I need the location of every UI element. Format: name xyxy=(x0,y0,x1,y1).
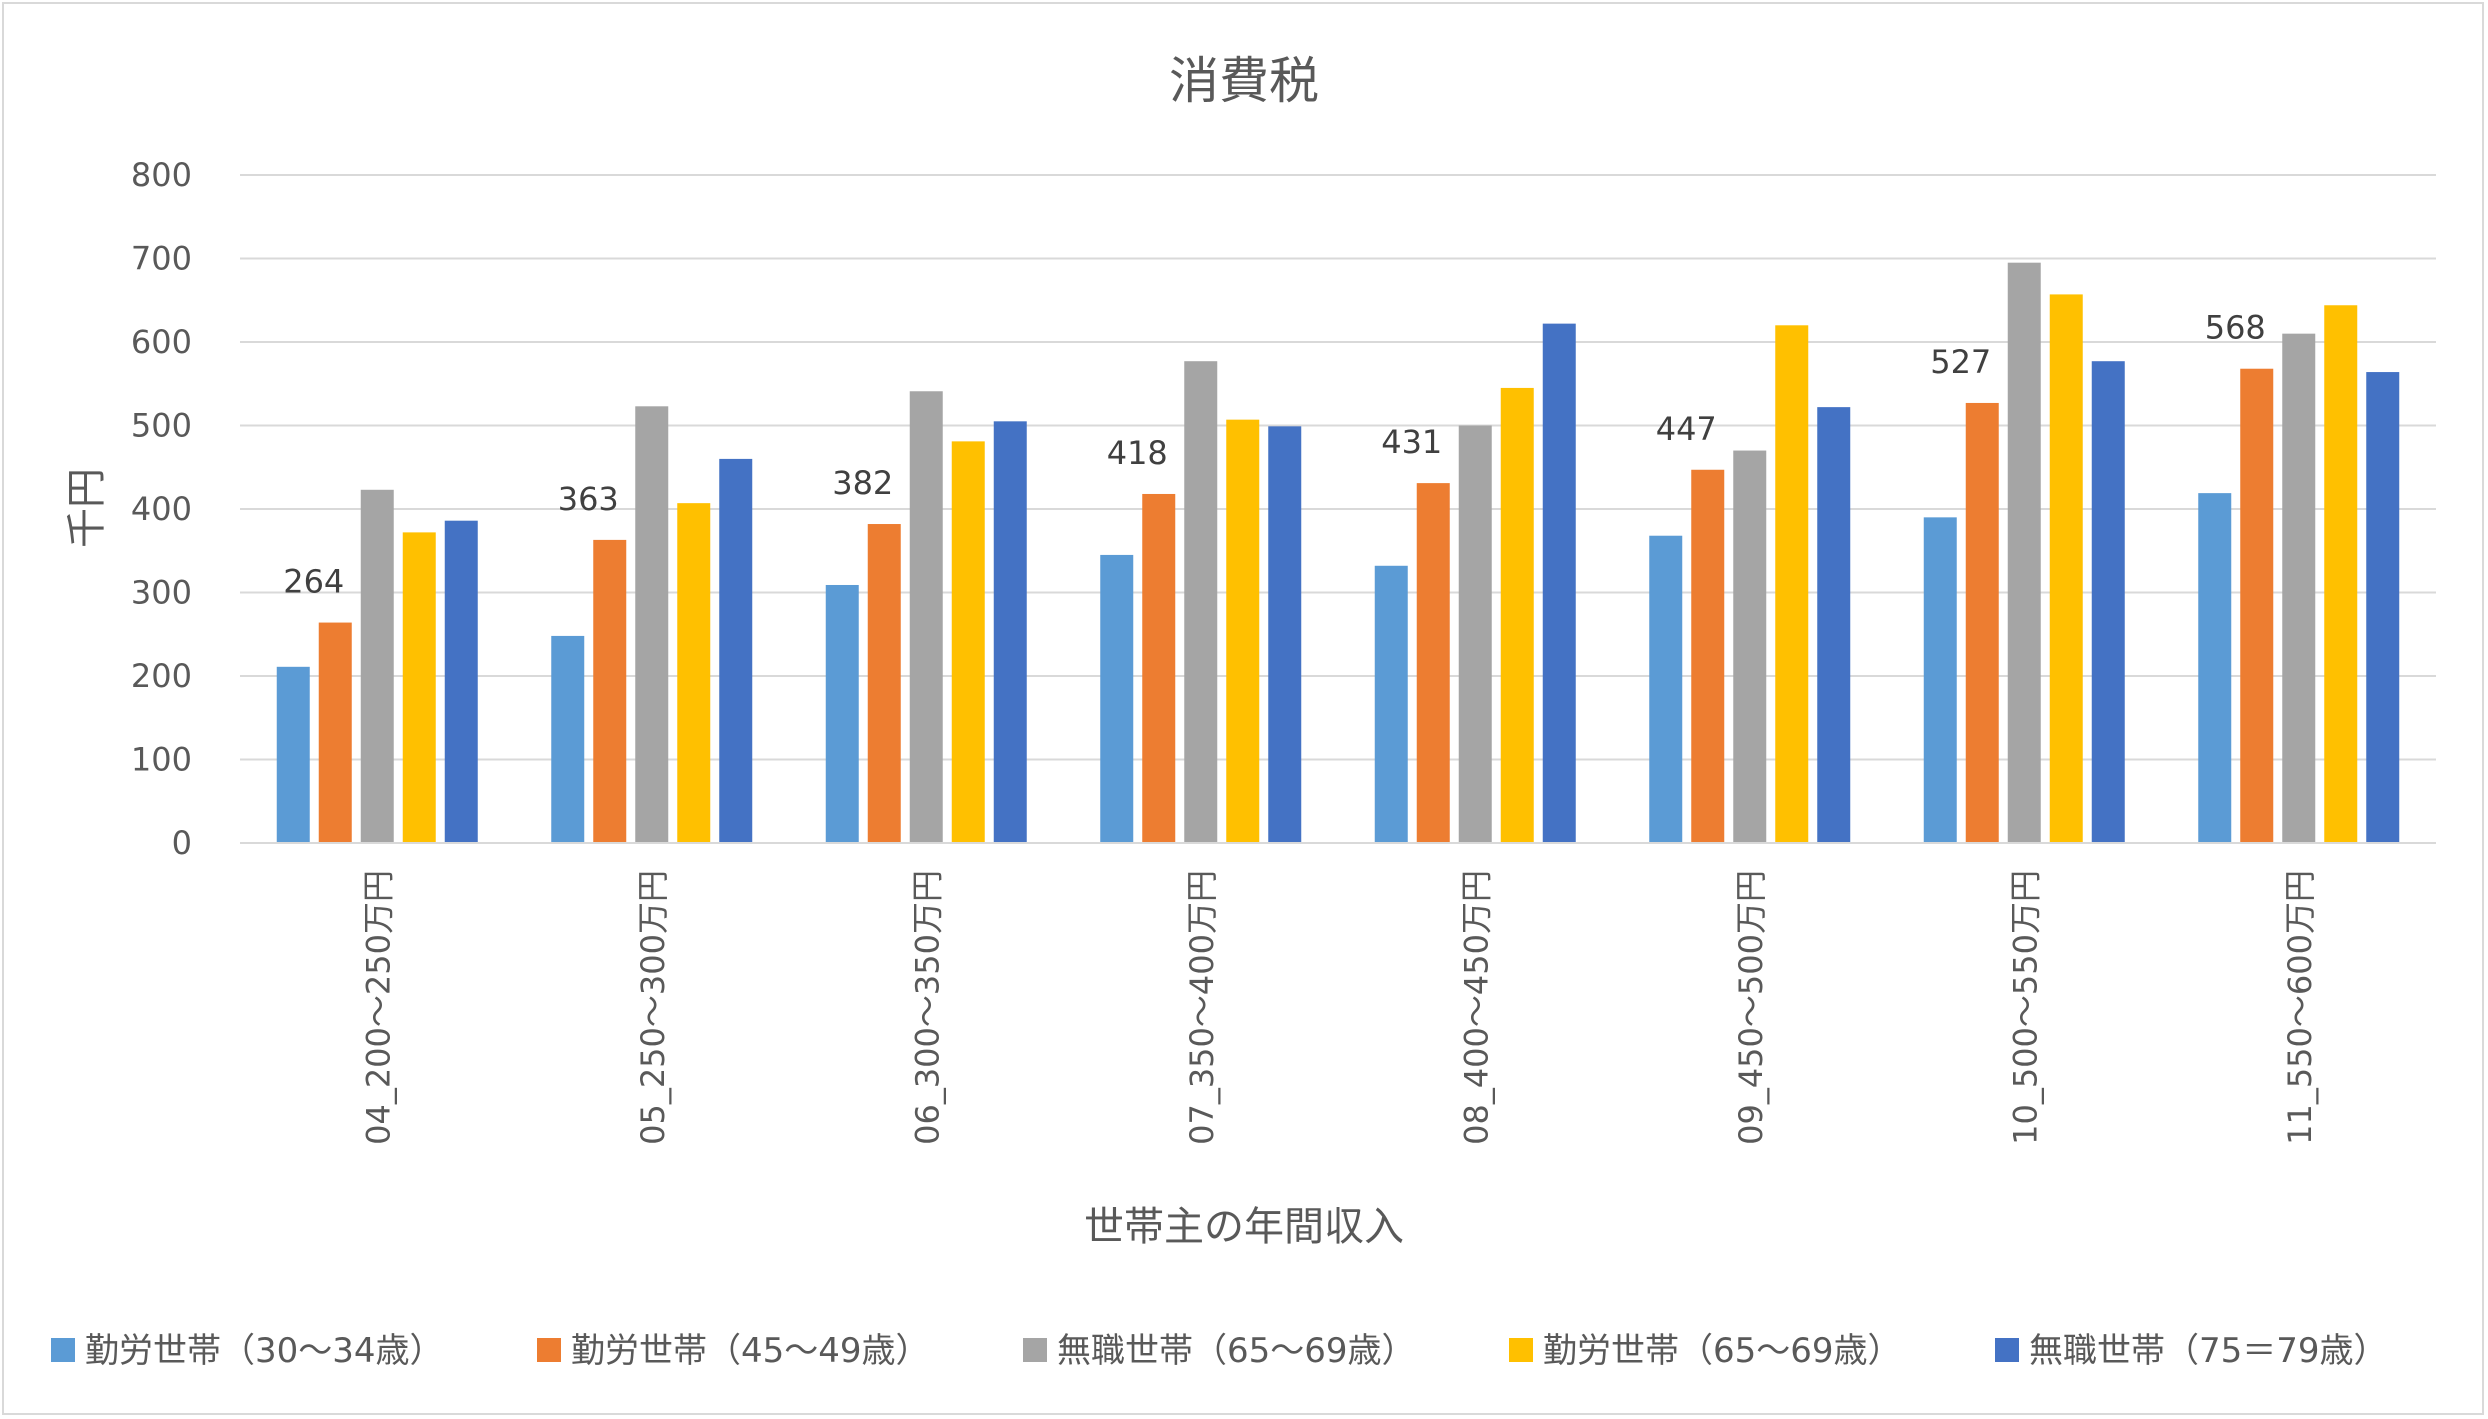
bar xyxy=(360,489,394,843)
x-axis-categories: 04_200～250万円 05_250～300万円 06_300～350万円 07_3… xyxy=(359,870,2319,1145)
bar xyxy=(1733,450,1767,843)
bars xyxy=(276,262,2400,843)
legend-label: 勤労世帯（65～69歳） xyxy=(1543,1331,1902,1371)
legend-swatch xyxy=(1023,1338,1047,1362)
bar xyxy=(1775,325,1809,843)
bar xyxy=(1142,493,1176,843)
bar xyxy=(318,622,352,843)
data-label: 418 xyxy=(1107,434,1168,472)
category-label: 06_300～350万円 xyxy=(908,870,946,1145)
data-labels: 264 363 382 418 431 447 527 568 xyxy=(283,309,2266,601)
category-label: 08_400～450万円 xyxy=(1457,870,1495,1145)
data-label: 264 xyxy=(283,563,344,601)
legend: 勤労世帯（30～34歳） 勤労世帯（45～49歳） 無職世帯（65～69歳） 勤労世帯… xyxy=(51,1331,2388,1371)
bar xyxy=(909,391,943,843)
bar xyxy=(2324,305,2358,843)
y-tick-label: 800 xyxy=(131,156,192,194)
data-label: 447 xyxy=(1656,410,1717,448)
bar xyxy=(1268,426,1302,843)
category-label: 10_500～550万円 xyxy=(2006,870,2044,1145)
bar xyxy=(1817,407,1851,843)
legend-swatch xyxy=(51,1338,75,1362)
bar xyxy=(1374,565,1408,843)
chart-title: 消費税 xyxy=(1169,52,1319,110)
bar xyxy=(1184,361,1218,843)
bar xyxy=(635,406,669,843)
bar xyxy=(677,503,711,843)
bar xyxy=(2007,262,2041,843)
bar xyxy=(719,458,753,843)
y-tick-label: 600 xyxy=(131,323,192,361)
bar xyxy=(444,520,478,843)
category-label: 05_250～300万円 xyxy=(634,870,672,1145)
category-label: 11_550～600万円 xyxy=(2281,870,2319,1145)
category-label: 04_200～250万円 xyxy=(359,870,397,1145)
category-label: 09_450～500万円 xyxy=(1732,870,1770,1145)
bar xyxy=(402,532,436,843)
bar xyxy=(593,539,627,843)
legend-swatch xyxy=(1509,1338,1533,1362)
y-tick-label: 300 xyxy=(131,574,192,612)
bar xyxy=(2282,333,2316,843)
bar xyxy=(1542,323,1576,843)
bar xyxy=(1691,469,1725,843)
y-tick-label: 200 xyxy=(131,657,192,695)
bar xyxy=(993,421,1027,843)
data-label: 363 xyxy=(558,480,619,518)
bar xyxy=(825,584,859,843)
data-label: 527 xyxy=(1930,343,1991,381)
legend-swatch xyxy=(1995,1338,2019,1362)
data-label: 431 xyxy=(1381,423,1442,461)
bar xyxy=(1965,402,1999,843)
bar xyxy=(1500,387,1534,843)
bar xyxy=(1923,517,1957,843)
bar xyxy=(1416,483,1450,843)
legend-label: 勤労世帯（45～49歳） xyxy=(571,1331,930,1371)
bar xyxy=(2091,361,2125,843)
bar xyxy=(2240,368,2274,843)
bar xyxy=(1226,419,1260,843)
bar xyxy=(2366,372,2400,843)
y-tick-label: 100 xyxy=(131,741,192,779)
y-tick-label: 0 xyxy=(172,824,192,862)
bar xyxy=(951,441,985,843)
data-label: 568 xyxy=(2205,309,2266,347)
y-axis-title: 千円 xyxy=(64,468,110,548)
category-label: 07_350～400万円 xyxy=(1183,870,1221,1145)
bar xyxy=(867,524,901,843)
legend-label: 無職世帯（65～69歳） xyxy=(1057,1331,1416,1371)
y-tick-label: 500 xyxy=(131,407,192,445)
bar xyxy=(551,635,585,843)
y-tick-label: 700 xyxy=(131,240,192,278)
data-label: 382 xyxy=(832,464,893,502)
bar xyxy=(2198,493,2232,843)
x-axis-title: 世帯主の年間収入 xyxy=(1084,1204,1404,1250)
bar xyxy=(1649,535,1683,843)
bar xyxy=(1100,554,1134,843)
y-tick-label: 400 xyxy=(131,490,192,528)
bar xyxy=(276,666,310,843)
legend-label: 無職世帯（75＝79歳） xyxy=(2029,1331,2388,1371)
legend-swatch xyxy=(537,1338,561,1362)
bar xyxy=(2049,294,2083,843)
y-axis-ticks: 0 100 200 300 400 500 600 700 800 xyxy=(131,156,192,862)
bar xyxy=(1458,425,1492,843)
legend-label: 勤労世帯（30～34歳） xyxy=(85,1331,444,1371)
